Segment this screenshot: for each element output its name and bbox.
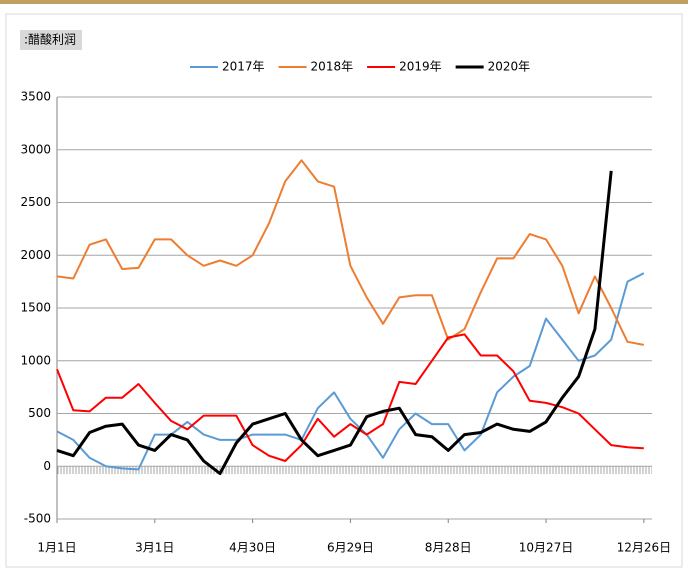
legend-label: 2018年 (311, 60, 354, 74)
x-tick-label: 3月1日 (135, 541, 174, 555)
y-tick-label: 2000 (20, 248, 51, 262)
x-tick-label: 10月27日 (519, 541, 574, 555)
y-tick-label: 1000 (20, 353, 51, 367)
y-tick-label: 0 (43, 459, 51, 473)
y-tick-label: 2500 (20, 195, 51, 209)
y-tick-label: 1500 (20, 301, 51, 315)
series-line (56, 170, 613, 476)
chart-title: :醋酸利润 (24, 32, 76, 47)
chart-frame (5, 13, 683, 568)
y-tick-label: 3000 (20, 142, 51, 156)
y-tick-label: 3500 (20, 90, 51, 104)
series-line (56, 333, 644, 462)
zero-axis-hatch (57, 466, 652, 474)
legend-label: 2017年 (222, 60, 265, 74)
y-tick-label: -500 (24, 512, 51, 526)
title-box (20, 30, 82, 50)
x-tick-label: 4月30日 (229, 541, 276, 555)
x-tick-label: 12月26日 (617, 541, 672, 555)
top-border (0, 0, 688, 4)
y-tick-label: 500 (28, 406, 51, 420)
legend-label: 2020年 (488, 60, 531, 74)
x-tick-label: 8月28日 (425, 541, 472, 555)
series-line (56, 159, 644, 346)
legend: 2017年 2018年 2019年 2020年 (190, 60, 530, 74)
series-line (56, 272, 645, 471)
legend-label: 2019年 (399, 60, 442, 74)
x-tick-label: 1月1日 (37, 541, 76, 555)
x-tick-label: 6月29日 (327, 541, 374, 555)
